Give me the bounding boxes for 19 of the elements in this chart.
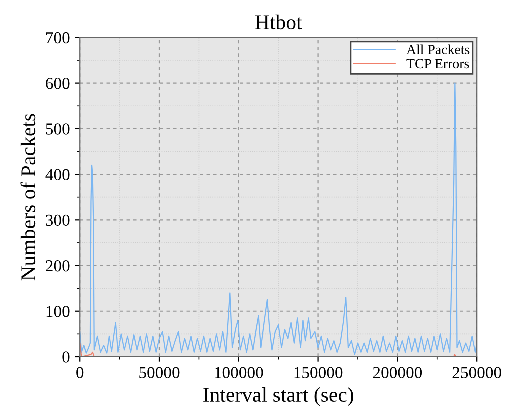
- y-tick-label: 100: [46, 306, 70, 318]
- y-axis-title: Numbers of Packets: [20, 114, 36, 281]
- y-tick-label: 300: [46, 214, 70, 226]
- y-tick-label: 400: [46, 169, 70, 180]
- x-axis-title: Interval start (sec): [204, 387, 354, 406]
- x-tick-label: 0: [76, 367, 84, 378]
- x-tick-label: 150000: [294, 367, 343, 378]
- x-tick-label: 100000: [215, 367, 264, 378]
- y-tick-label: 700: [46, 32, 70, 44]
- legend-label: All Packets: [406, 44, 470, 55]
- y-tick-label: 600: [46, 78, 70, 90]
- chart-title: Htbot: [255, 14, 302, 30]
- y-tick-label: 200: [46, 260, 70, 272]
- x-tick-label: 200000: [373, 367, 422, 378]
- x-tick-label: 50000: [140, 367, 180, 378]
- legend-label: TCP Errors: [406, 59, 470, 69]
- x-tick-label: 250000: [452, 367, 502, 378]
- y-tick-label: 500: [46, 124, 70, 135]
- y-tick-label: 0: [62, 352, 70, 363]
